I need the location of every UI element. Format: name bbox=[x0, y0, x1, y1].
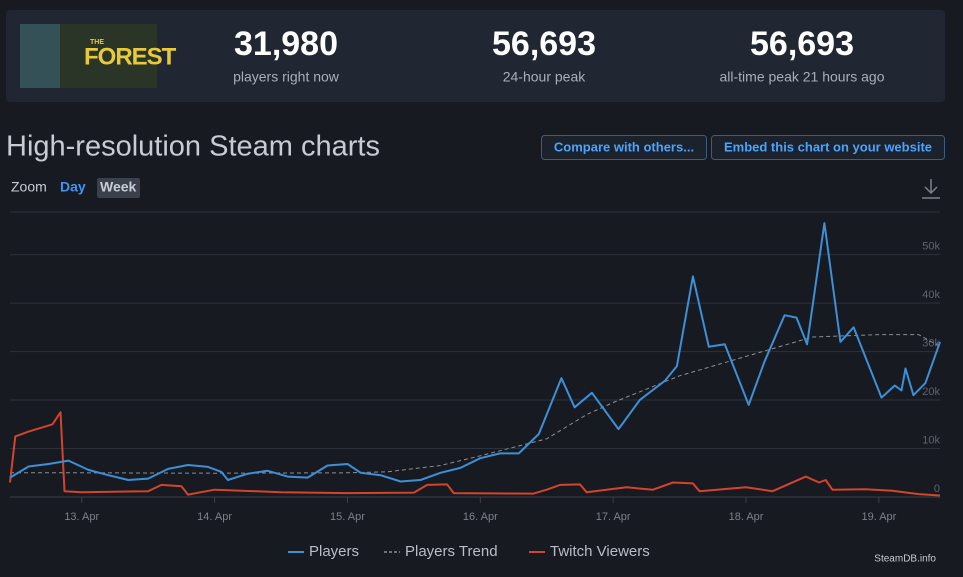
y-tick-label: 50k bbox=[922, 241, 940, 253]
stat-label: 24-hour peak bbox=[503, 69, 587, 85]
x-tick-label: 16. Apr bbox=[463, 511, 498, 523]
legend-label: Twitch Viewers bbox=[550, 543, 650, 560]
header-card bbox=[6, 10, 945, 102]
embed-button[interactable] bbox=[711, 135, 945, 160]
y-tick-label: 10k bbox=[922, 434, 940, 446]
zoom-week[interactable]: Week bbox=[100, 179, 137, 195]
x-tick-label: 18. Apr bbox=[729, 511, 764, 523]
zoom-label: Zoom bbox=[11, 179, 47, 195]
page-title: High-resolution Steam charts bbox=[6, 131, 380, 163]
x-tick-label: 13. Apr bbox=[64, 511, 99, 523]
series-line bbox=[9, 222, 941, 483]
plot: 0 10k 20k 30k 40k 50k 13. Apr 14. Apr 15. Apr 16.… bbox=[9, 211, 941, 565]
embed-button-label[interactable]: Embed this chart on your website bbox=[724, 139, 932, 154]
y-tick-label: 40k bbox=[922, 289, 940, 301]
stat-value: 31,980 bbox=[234, 25, 338, 63]
compare-button-label[interactable]: Compare with others... bbox=[554, 139, 694, 154]
series-line bbox=[9, 411, 941, 497]
series-line bbox=[10, 334, 941, 474]
y-tick-label: 20k bbox=[922, 386, 940, 398]
legend-label: Players Trend bbox=[405, 543, 498, 560]
stat-value: 56,693 bbox=[492, 25, 596, 63]
logo-text: THE bbox=[90, 39, 104, 46]
legend-label: Players bbox=[309, 543, 359, 560]
stat-value: 56,693 bbox=[750, 25, 854, 63]
x-tick-label: 14. Apr bbox=[197, 511, 232, 523]
logo-text: FOREST bbox=[84, 43, 177, 70]
download-icon[interactable] bbox=[922, 179, 940, 199]
y-tick-label: 0 bbox=[934, 483, 940, 495]
x-tick-label: 15. Apr bbox=[330, 511, 365, 523]
zoom-week-bg[interactable] bbox=[97, 178, 140, 198]
stats: 31,980 players right now 56,693 24-hour pea… bbox=[233, 25, 885, 85]
stat-label: players right now bbox=[233, 69, 340, 85]
y-tick-label: 30k bbox=[922, 337, 940, 349]
stat-label: all-time peak 21 hours ago bbox=[720, 69, 885, 85]
x-tick-label: 17. Apr bbox=[596, 511, 631, 523]
zoom-day[interactable]: Day bbox=[60, 179, 86, 195]
x-tick-label: 19. Apr bbox=[861, 511, 896, 523]
credit: SteamDB.info bbox=[874, 554, 936, 565]
compare-button[interactable] bbox=[541, 135, 707, 160]
game-image-figure bbox=[20, 24, 60, 88]
